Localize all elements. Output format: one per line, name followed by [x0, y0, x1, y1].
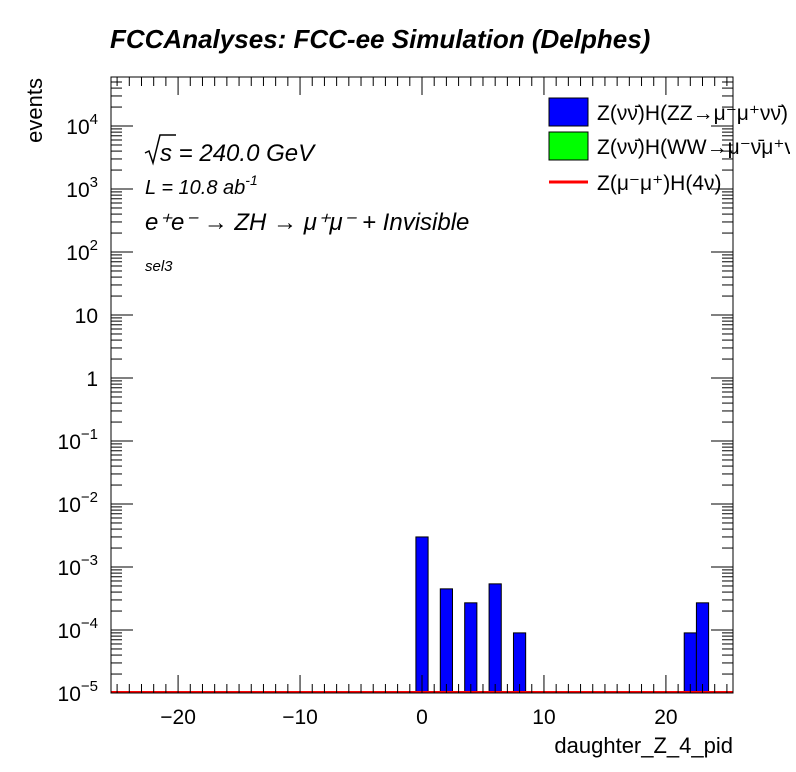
- y-tick-base: 10: [58, 557, 81, 580]
- x-tick-label: −10: [282, 706, 318, 729]
- x-tick-label: 10: [532, 706, 555, 729]
- histogram-bar: [488, 583, 502, 694]
- sqrt-s-label: s = 240.0 GeV: [160, 140, 316, 167]
- annotations: s = 240.0 GeV L = 10.8 ab-1 e⁺e⁻ → ZH → …: [144, 134, 469, 275]
- sqrt-symbol-icon: [144, 134, 176, 166]
- x-axis-label: daughter_Z_4_pid: [554, 733, 733, 758]
- y-tick-label: 1: [86, 368, 98, 391]
- y-tick-label: 10−1: [58, 426, 98, 454]
- histogram-bar: [695, 602, 710, 694]
- y-tick-exponent: −3: [81, 552, 98, 569]
- luminosity-exponent: -1: [245, 172, 257, 188]
- legend-swatch: [548, 97, 589, 127]
- y-tick-exponent: −2: [81, 489, 98, 506]
- x-tick-label: −20: [160, 706, 196, 729]
- luminosity-label: L = 10.8 ab-1: [145, 172, 258, 199]
- process-label: e⁺e⁻ → ZH → μ⁺μ⁻ + Invisible: [145, 209, 469, 236]
- y-tick-exponent: 4: [90, 111, 98, 128]
- legend-label: Z(νν̄)H(ZZ→μ⁻μ⁺νν̄): [597, 102, 788, 125]
- y-tick-base: 10: [66, 242, 89, 265]
- y-tick-label: 10−5: [58, 678, 98, 706]
- y-tick-base: 10: [58, 620, 81, 643]
- y-tick-base: 10: [66, 116, 89, 139]
- histogram-bar: [415, 536, 429, 694]
- y-axis-label: events: [22, 78, 47, 143]
- legend-swatch: [548, 131, 589, 161]
- y-tick-label: 10: [75, 305, 98, 328]
- y-tick-label: 10−2: [58, 489, 98, 517]
- chart-title: FCCAnalyses: FCC-ee Simulation (Delphes): [110, 24, 650, 54]
- bars-layer: [415, 536, 710, 694]
- x-axis: −20 −10 0 10 20: [116, 77, 728, 729]
- x-tick-label: 20: [654, 706, 677, 729]
- legend-label: Z(μ⁻μ⁺)H(4ν): [597, 172, 722, 195]
- y-tick-exponent: −4: [81, 615, 98, 632]
- histogram-bar: [464, 602, 478, 694]
- histogram-bar: [512, 632, 527, 694]
- y-tick-base: 10: [58, 431, 81, 454]
- y-tick-base: 1: [86, 368, 98, 391]
- y-tick-exponent: −5: [81, 678, 98, 695]
- x-tick-label: 0: [416, 706, 428, 729]
- legend-label: Z(νν̄)H(WW→μ⁻ν̄μ⁺ν): [597, 136, 796, 159]
- histogram-bar: [683, 632, 697, 694]
- histogram-bar: [439, 588, 453, 694]
- y-tick-label: 10−3: [58, 552, 98, 580]
- y-tick-label: 103: [66, 174, 98, 202]
- luminosity-value: L = 10.8 ab: [145, 177, 245, 199]
- y-tick-base: 10: [58, 494, 81, 517]
- y-tick-base: 10: [66, 179, 89, 202]
- y-tick-exponent: 2: [90, 237, 98, 254]
- sqrt-s-annotation: s = 240.0 GeV: [144, 134, 316, 167]
- y-tick-base: 10: [75, 305, 98, 328]
- y-tick-label: 104: [66, 111, 98, 139]
- y-tick-exponent: 3: [90, 174, 98, 191]
- y-tick-label: 102: [66, 237, 98, 265]
- y-tick-label: 10−4: [58, 615, 98, 643]
- y-tick-base: 10: [58, 683, 81, 706]
- legend: Z(νν̄)H(ZZ→μ⁻μ⁺νν̄) Z(νν̄)H(WW→μ⁻ν̄μ⁺ν) Z(…: [548, 97, 796, 195]
- y-tick-exponent: −1: [81, 426, 98, 443]
- selection-label: sel3: [145, 258, 173, 275]
